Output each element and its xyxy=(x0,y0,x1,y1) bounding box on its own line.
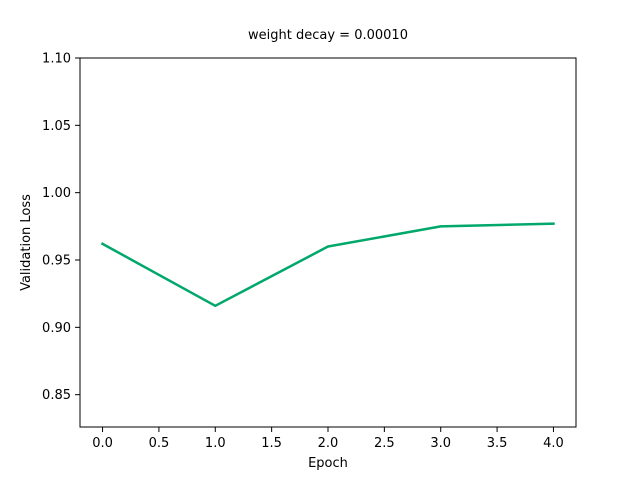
y-axis: 0.85 0.90 0.95 1.00 1.05 1.10 xyxy=(42,52,80,403)
x-tick-label: 3.5 xyxy=(487,436,508,451)
data-point xyxy=(552,222,555,225)
y-axis-label: Validation Loss xyxy=(19,194,34,291)
chart-title: weight decay = 0.00010 xyxy=(248,28,408,43)
y-tick-label: 1.05 xyxy=(42,119,71,134)
x-tick-label: 1.5 xyxy=(261,436,282,451)
y-tick-label: 1.10 xyxy=(42,52,71,67)
data-point xyxy=(326,245,330,248)
y-tick-label: 0.95 xyxy=(42,254,71,269)
x-tick-label: 3.0 xyxy=(430,436,451,451)
data-point xyxy=(214,304,217,307)
data-point xyxy=(101,242,104,246)
x-axis: 0.0 0.5 1.0 1.5 2.0 2.5 3.0 3.5 4.0 xyxy=(92,427,564,451)
x-tick-label: 4.0 xyxy=(543,436,564,451)
data-point xyxy=(439,225,442,228)
x-tick-label: 0.0 xyxy=(92,436,113,451)
plot-area xyxy=(100,222,555,308)
y-tick-label: 0.85 xyxy=(42,388,71,403)
x-tick-label: 0.5 xyxy=(149,436,170,451)
x-tick-label: 2.0 xyxy=(318,436,339,451)
y-tick-label: 0.90 xyxy=(42,321,71,336)
x-tick-label: 2.5 xyxy=(374,436,395,451)
x-tick-label: 1.0 xyxy=(205,436,226,451)
y-tick-label: 1.00 xyxy=(42,186,71,201)
x-axis-label: Epoch xyxy=(308,456,348,471)
